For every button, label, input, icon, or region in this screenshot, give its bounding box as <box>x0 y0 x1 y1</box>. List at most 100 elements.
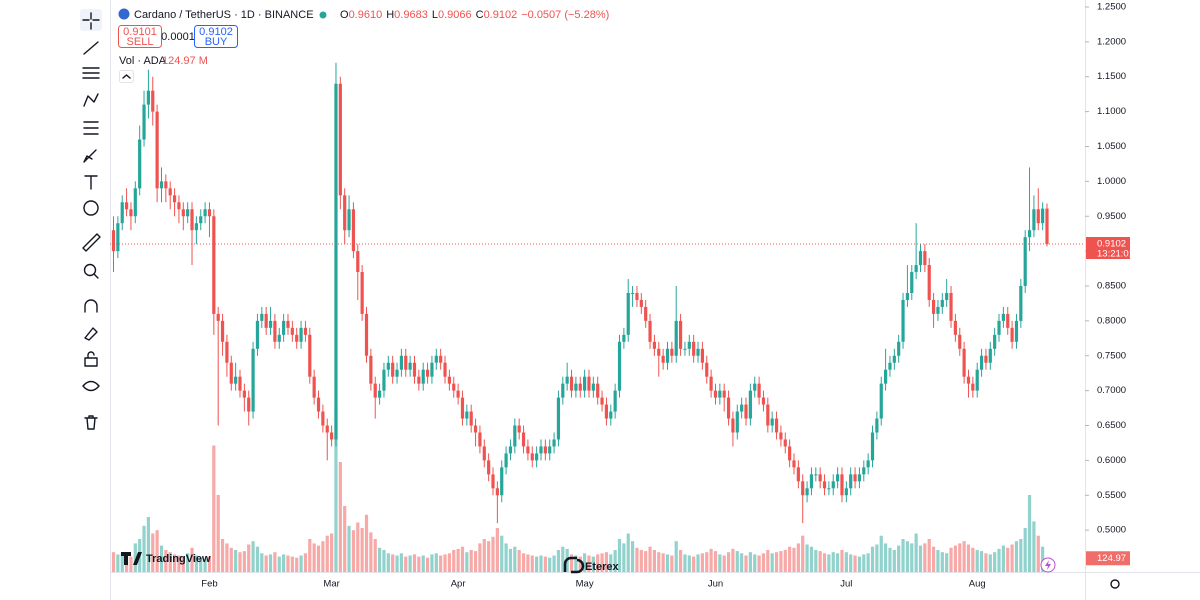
buy-button[interactable] <box>194 25 238 48</box>
volume-bar <box>1023 528 1027 572</box>
candle-body <box>979 355 984 370</box>
tool-magnet[interactable] <box>84 299 98 313</box>
volume-bar <box>159 545 164 572</box>
volume-bar <box>539 555 543 572</box>
candle-body <box>417 376 421 384</box>
y-tick-label: 0.6000 <box>1097 455 1126 466</box>
sell-button[interactable] <box>118 25 162 48</box>
volume-bar <box>155 530 159 572</box>
volume-bar <box>596 554 600 572</box>
volume-bar <box>325 535 329 572</box>
candle-body <box>330 432 334 440</box>
y-tick-label: 0.7500 <box>1097 350 1126 361</box>
volume-bar <box>225 543 229 572</box>
tool-trash[interactable] <box>84 415 98 430</box>
volume-bar <box>940 552 944 572</box>
candle-body <box>958 334 962 349</box>
volume-bar <box>530 555 534 572</box>
candle-body <box>840 474 844 496</box>
volume-bar <box>984 553 988 572</box>
candle-body <box>194 223 198 231</box>
legend-key: C <box>476 9 484 21</box>
volume-bar <box>465 552 469 572</box>
volume-bar <box>247 544 251 572</box>
y-tick-label: 1.0500 <box>1097 141 1126 152</box>
last-volume-box <box>1086 551 1130 566</box>
candle-body <box>753 383 757 391</box>
tool-forecast[interactable] <box>83 121 99 135</box>
candle-body <box>722 390 726 398</box>
volume-bar <box>709 548 713 572</box>
volume-bar <box>700 553 704 572</box>
candle-body <box>212 216 216 314</box>
x-tick-label: Jun <box>708 579 723 590</box>
tradingview-text: TradingView <box>146 553 211 565</box>
candle-body <box>260 313 264 321</box>
volume-bar <box>792 547 796 572</box>
candle-body <box>168 188 172 196</box>
collapse-button[interactable] <box>119 70 134 83</box>
tool-lock-drawing[interactable] <box>84 327 98 341</box>
volume-bar <box>220 539 225 572</box>
volume-bar <box>194 555 198 572</box>
candle-body <box>151 90 155 112</box>
volume-bar <box>120 553 124 572</box>
candle-body <box>146 90 150 105</box>
tool-zoom[interactable] <box>83 263 97 277</box>
candle-body <box>901 299 905 342</box>
candle-body <box>1006 313 1010 328</box>
candle-body <box>766 404 770 426</box>
candle-body <box>277 334 281 342</box>
tool-lock[interactable] <box>84 357 98 367</box>
volume-bar <box>412 554 417 572</box>
settings-button[interactable] <box>1110 579 1120 589</box>
candle-body <box>395 369 399 377</box>
candle-body <box>199 216 203 224</box>
candle-body <box>596 383 600 398</box>
candle-body <box>735 411 739 433</box>
volume-bar <box>687 555 691 572</box>
candle-body <box>849 474 853 489</box>
volume-bar <box>949 547 953 572</box>
candle-body <box>923 251 927 266</box>
candle-body <box>286 320 290 328</box>
tool-ruler[interactable] <box>82 233 101 252</box>
candle-body <box>836 474 840 482</box>
candle-body <box>853 474 857 482</box>
collapse-icon <box>122 74 131 79</box>
candle-body <box>936 306 940 314</box>
tool-crosshair[interactable] <box>82 12 100 30</box>
y-tick-label: 0.6500 <box>1097 420 1126 431</box>
tool-fib[interactable] <box>82 67 100 79</box>
candle-body <box>613 390 617 412</box>
candle-body <box>801 481 805 496</box>
candle-body <box>308 334 312 377</box>
volume-bar <box>639 550 643 572</box>
tool-brush[interactable] <box>83 149 97 163</box>
tool-pattern[interactable] <box>83 93 99 107</box>
candle-body <box>630 292 635 294</box>
candle-body <box>478 432 482 447</box>
candle-body <box>591 383 595 391</box>
volume-bar <box>853 555 857 572</box>
volume-bar <box>260 553 264 572</box>
y-tick-label: 1.1000 <box>1097 106 1126 117</box>
volume-bar <box>692 556 696 572</box>
tool-text[interactable] <box>84 175 98 190</box>
candle-body <box>622 334 626 342</box>
volume-bar <box>347 525 351 572</box>
volume-bar <box>1010 544 1014 572</box>
volume-bar <box>268 554 273 572</box>
legend-key: O <box>340 9 349 21</box>
tool-eye[interactable] <box>82 380 100 392</box>
candle-body <box>412 362 417 377</box>
volume-bar <box>282 554 286 572</box>
candle-body <box>290 327 294 335</box>
candle-body <box>129 209 133 217</box>
volume-bar <box>910 543 914 572</box>
candle-body <box>905 292 910 300</box>
tool-trendline[interactable] <box>83 41 99 55</box>
candle-body <box>159 181 164 189</box>
candle-body <box>447 376 451 384</box>
tool-emoji[interactable] <box>83 200 99 216</box>
